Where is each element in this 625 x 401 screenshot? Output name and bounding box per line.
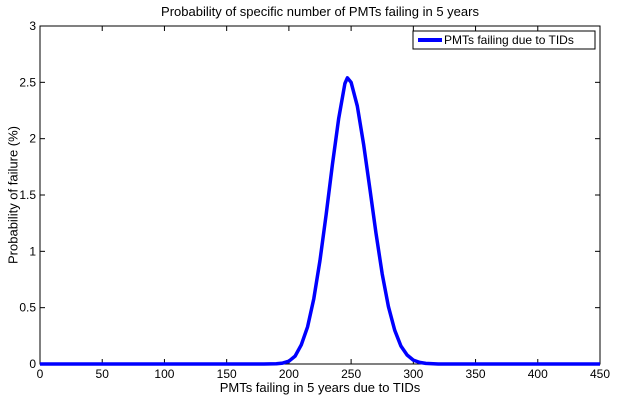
y-tick-label: 3 [29,19,36,33]
plot-area [39,25,601,365]
x-axis-title: PMTs failing in 5 years due to TIDs [220,380,421,395]
series-line [40,76,600,366]
legend: PMTs failing due to TIDs [412,30,596,50]
series-lines [40,76,600,366]
legend-box [412,30,596,50]
y-tick-label: 0 [29,357,36,371]
axis-ticks: 0 50 100 150 200 250 300 350 400 450 0 0.5 1 1.5 2 2.5 3 [19,19,610,381]
y-tick-label: 1 [29,244,36,258]
x-tick-label: 250 [341,367,361,381]
chart-title: Probability of specific number of PMTs f… [161,4,479,19]
y-tick-label: 2.5 [19,75,36,89]
legend-label: PMTs failing due to TIDs [444,33,574,47]
x-tick-label: 400 [528,367,548,381]
y-tick-label: 2 [29,132,36,146]
x-tick-label: 100 [154,367,174,381]
y-tick-label: 0.5 [19,301,36,315]
x-tick-label: 50 [96,367,110,381]
y-tick-label: 1.5 [19,188,36,202]
x-tick-label: 450 [590,367,610,381]
y-axis-title: Probability of failure (%) [6,126,21,264]
x-tick-label: 150 [217,367,237,381]
x-tick-label: 200 [279,367,299,381]
x-tick-label: 300 [403,367,423,381]
x-tick-label: 350 [466,367,486,381]
x-tick-label: 0 [37,367,44,381]
